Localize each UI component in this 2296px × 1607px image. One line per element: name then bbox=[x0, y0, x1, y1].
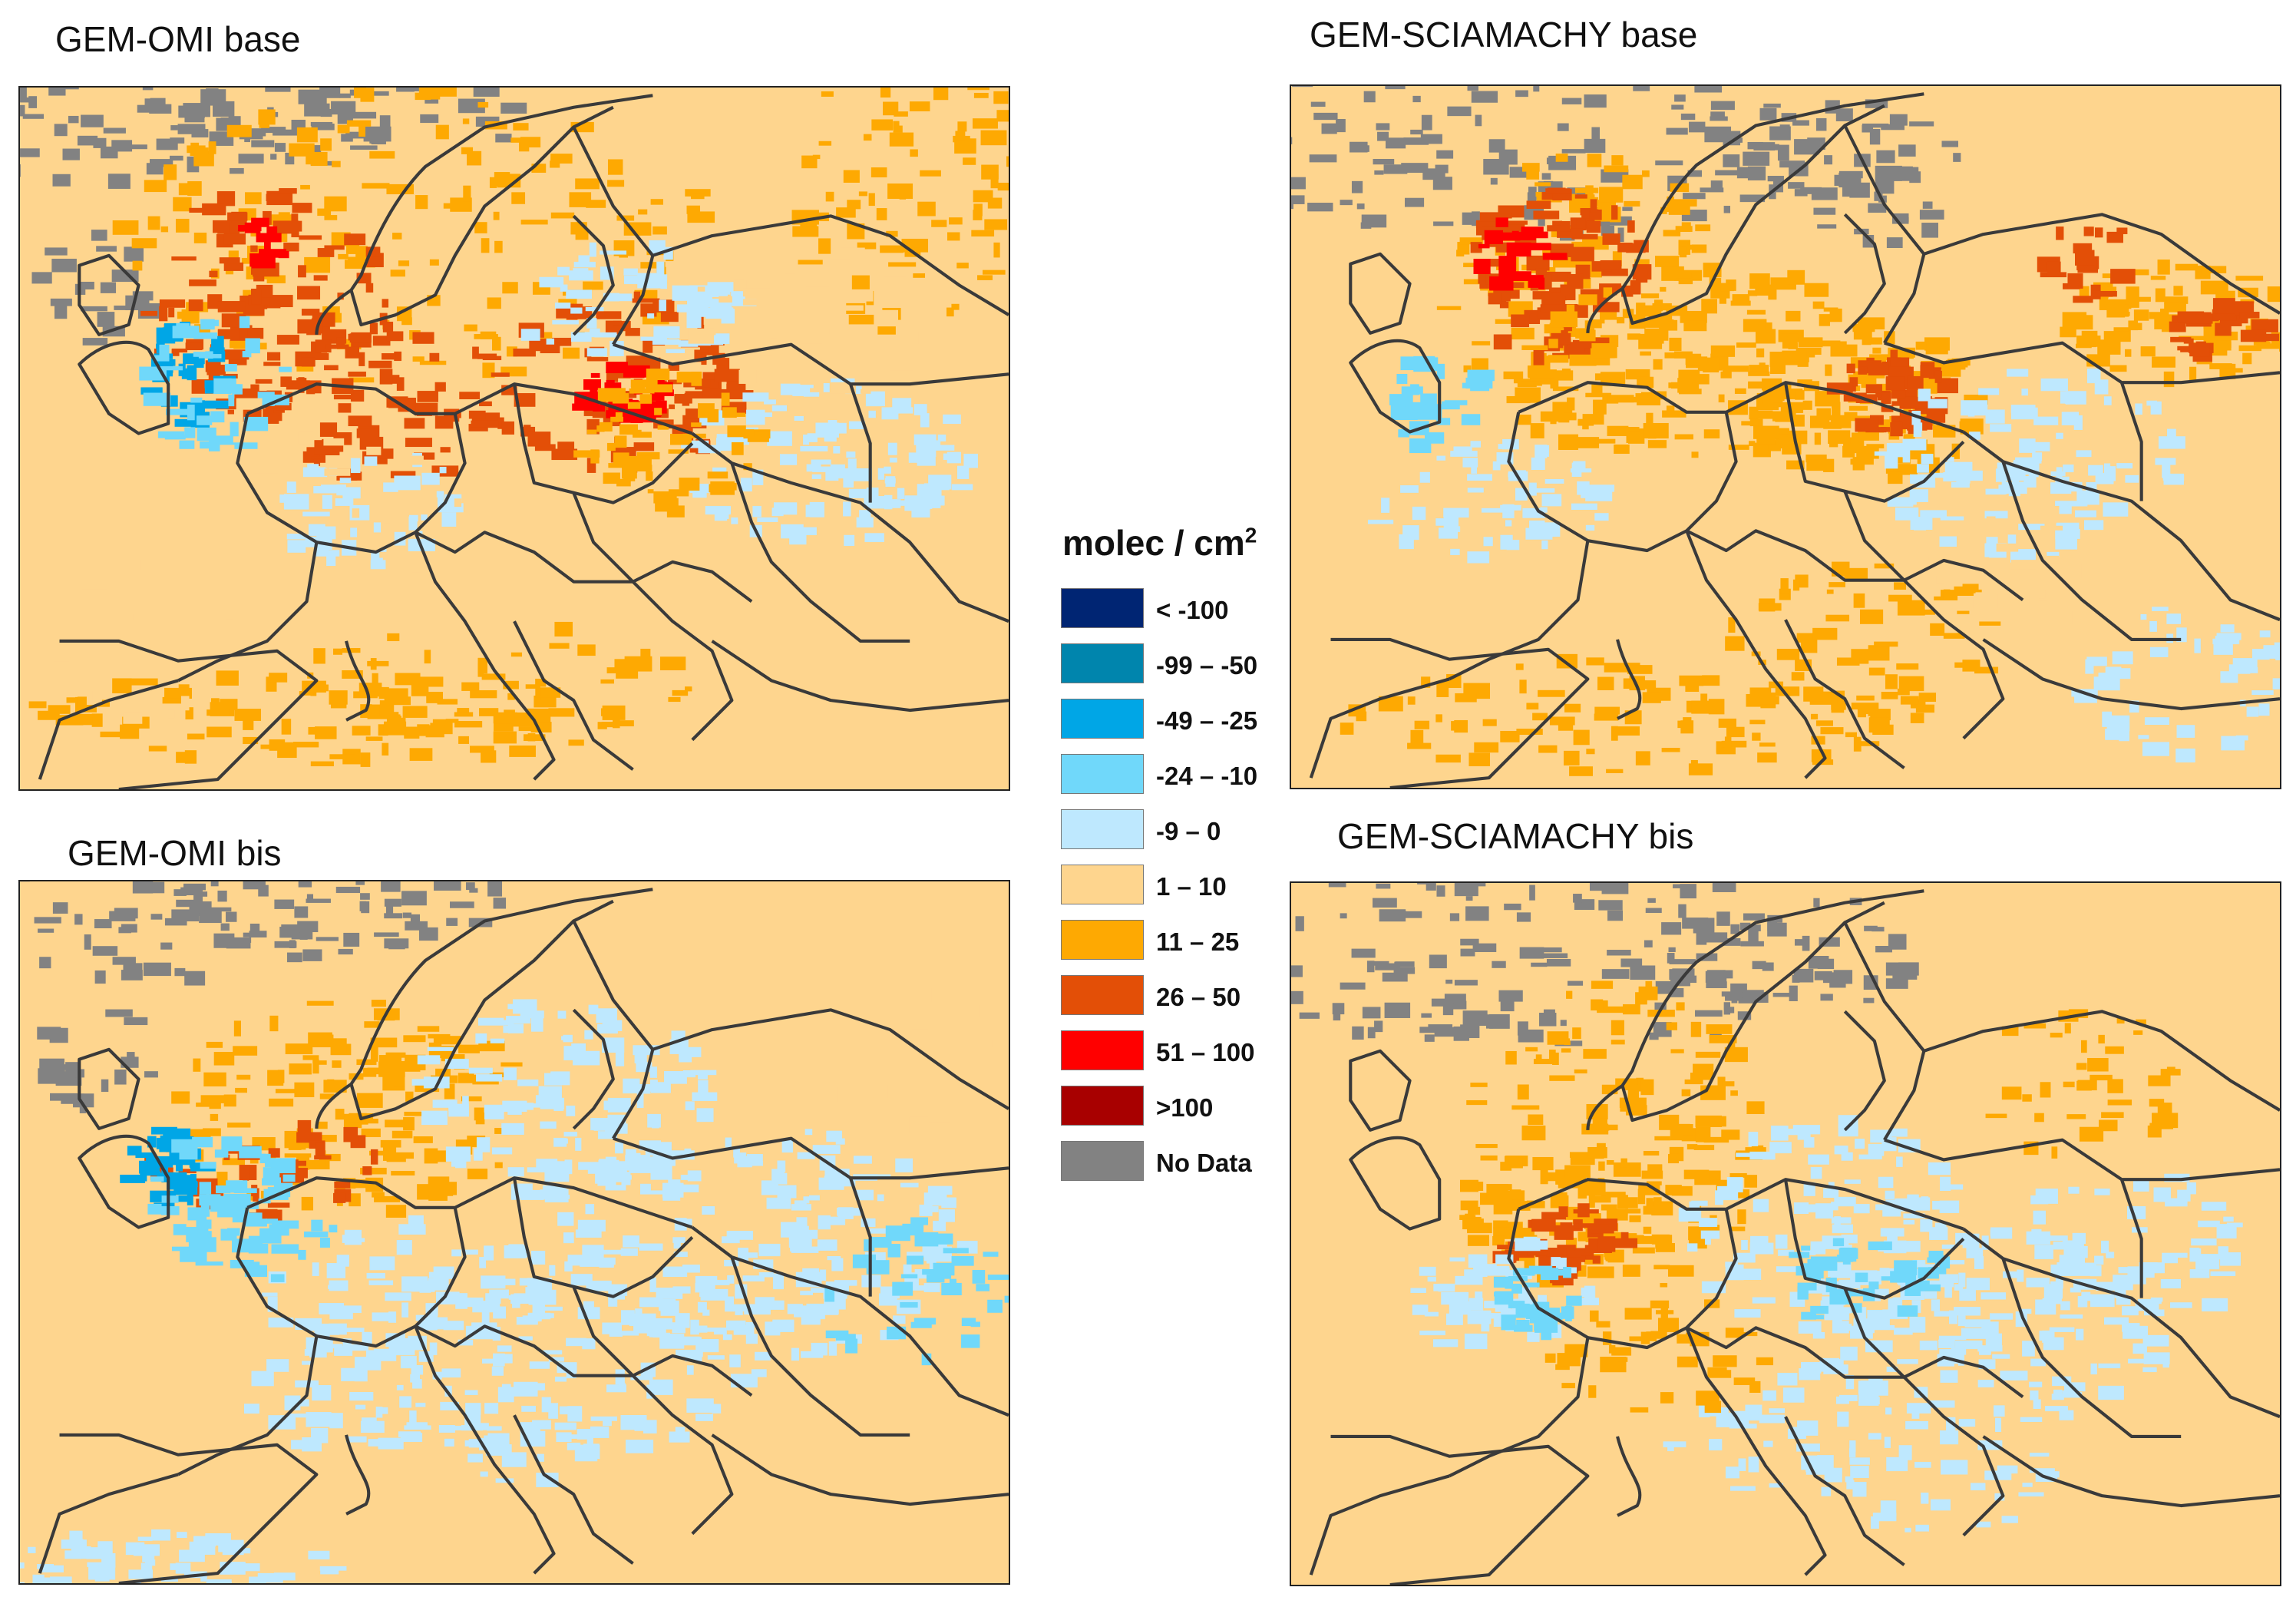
country-borders bbox=[1309, 92, 2280, 788]
map-canvas bbox=[20, 88, 1009, 789]
panel-title-sciamachy-bis: GEM-SCIAMACHY bis bbox=[1337, 816, 1694, 856]
legend-item: 26 – 50 bbox=[1061, 975, 1322, 1018]
map-panel-sciamachy-base bbox=[1290, 84, 2281, 789]
legend-swatch bbox=[1061, 920, 1144, 960]
legend-item: 11 – 25 bbox=[1061, 920, 1322, 963]
legend-swatch bbox=[1061, 699, 1144, 739]
legend-label: -99 – -50 bbox=[1156, 651, 1258, 680]
legend-label: < -100 bbox=[1156, 596, 1229, 624]
panel-title-omi-bis: GEM-OMI bis bbox=[68, 833, 282, 873]
legend-item: -99 – -50 bbox=[1061, 643, 1322, 686]
panel-title-omi-base: GEM-OMI base bbox=[55, 19, 301, 59]
legend-item: 51 – 100 bbox=[1061, 1030, 1322, 1073]
map-panel-omi-bis bbox=[18, 880, 1010, 1585]
legend-item: No Data bbox=[1061, 1141, 1322, 1184]
map-canvas bbox=[1291, 86, 2280, 788]
country-borders bbox=[38, 94, 1009, 789]
map-data-cells bbox=[20, 881, 1009, 1583]
legend: molec / cm2 < -100 -99 – -50 -49 – -25 -24 … bbox=[1061, 522, 1322, 1213]
legend-item: 1 – 10 bbox=[1061, 865, 1322, 908]
legend-swatch bbox=[1061, 643, 1144, 683]
legend-item: -49 – -25 bbox=[1061, 699, 1322, 742]
legend-swatch bbox=[1061, 809, 1144, 849]
legend-item: < -100 bbox=[1061, 588, 1322, 631]
legend-swatch bbox=[1061, 865, 1144, 904]
legend-label: -9 – 0 bbox=[1156, 817, 1221, 845]
panel-title-sciamachy-base: GEM-SCIAMACHY base bbox=[1310, 15, 1698, 55]
country-borders bbox=[1309, 889, 2280, 1585]
legend-label: 11 – 25 bbox=[1156, 927, 1240, 956]
map-panel-sciamachy-bis bbox=[1290, 881, 2281, 1586]
legend-item: -9 – 0 bbox=[1061, 809, 1322, 852]
legend-label: 26 – 50 bbox=[1156, 983, 1241, 1011]
map-data-cells bbox=[1291, 86, 2280, 776]
legend-swatch bbox=[1061, 1030, 1144, 1070]
legend-label: No Data bbox=[1156, 1149, 1252, 1177]
legend-label: -24 – -10 bbox=[1156, 762, 1258, 790]
legend-item: -24 – -10 bbox=[1061, 754, 1322, 797]
legend-label: 1 – 10 bbox=[1156, 872, 1227, 901]
legend-swatch bbox=[1061, 1141, 1144, 1181]
legend-label: -49 – -25 bbox=[1156, 706, 1258, 735]
legend-swatch bbox=[1061, 754, 1144, 794]
legend-label: >100 bbox=[1156, 1093, 1214, 1122]
legend-title: molec / cm2 bbox=[1062, 523, 1257, 563]
legend-label: 51 – 100 bbox=[1156, 1038, 1255, 1066]
country-borders bbox=[38, 888, 1009, 1583]
legend-item: >100 bbox=[1061, 1086, 1322, 1129]
legend-swatch bbox=[1061, 1086, 1144, 1126]
map-canvas bbox=[1291, 883, 2280, 1585]
map-canvas bbox=[20, 881, 1009, 1583]
map-panel-omi-base bbox=[18, 86, 1010, 791]
legend-swatch bbox=[1061, 975, 1144, 1015]
legend-swatch bbox=[1061, 588, 1144, 628]
